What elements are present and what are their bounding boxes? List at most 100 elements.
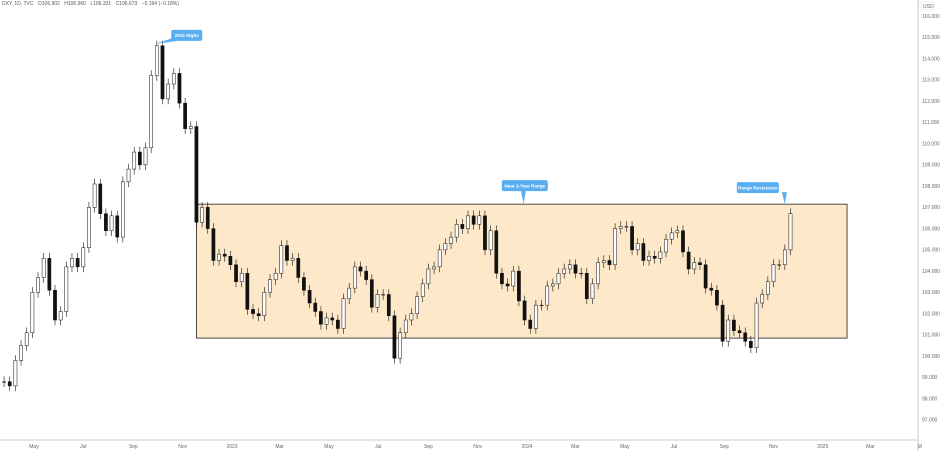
candle-body: [307, 290, 312, 304]
candle-body: [64, 266, 69, 312]
candle: [381, 289, 385, 300]
candle: [737, 325, 742, 339]
price-tick: 99.000: [922, 375, 938, 381]
candle-body: [590, 283, 595, 300]
candle: [268, 274, 272, 298]
candle-body: [319, 311, 323, 325]
candle-body: [607, 260, 612, 265]
symbol-label[interactable]: DXY, 1D, TVC: [2, 1, 34, 7]
candle-body: [437, 249, 442, 268]
candle-body: [749, 341, 753, 348]
high-value: H106.960: [64, 1, 86, 7]
candle: [183, 97, 187, 134]
candle-body: [703, 264, 708, 289]
close-value: C106.673: [115, 1, 138, 7]
candle: [539, 299, 544, 311]
candle: [205, 202, 210, 234]
candle: [398, 327, 402, 364]
annotation-callout[interactable]: 2022 Highs: [155, 29, 203, 44]
candle-body: [36, 277, 40, 293]
price-tick: 108.000: [922, 184, 940, 190]
candle: [545, 280, 550, 311]
candle-body: [290, 258, 295, 261]
candle-body: [313, 302, 318, 312]
candle: [692, 257, 697, 275]
candle: [200, 202, 204, 228]
change-value: −0.194 (−0.18%): [141, 1, 179, 7]
candle-body: [686, 251, 691, 270]
candle: [64, 261, 69, 317]
candle-body: [720, 304, 725, 342]
candle: [652, 250, 657, 264]
candle-body: [782, 249, 787, 265]
candle: [596, 257, 600, 290]
price-tick: 107.000: [922, 205, 940, 211]
candle-body: [53, 290, 57, 321]
candle: [324, 312, 329, 330]
candle: [618, 221, 623, 234]
candle: [41, 253, 46, 283]
candle-body: [183, 102, 187, 129]
time-tick: Sep: [129, 444, 138, 450]
time-tick: Nov: [178, 444, 187, 450]
candle-body: [58, 311, 63, 321]
candle-body: [341, 298, 346, 329]
candle: [364, 265, 369, 285]
price-tick: 115.000: [922, 35, 940, 41]
candle-body: [528, 319, 533, 329]
candle-body: [188, 126, 193, 129]
candle: [437, 244, 442, 273]
annotation-callout[interactable]: Near 2-Year Range: [501, 180, 548, 205]
candle-body: [98, 183, 103, 214]
candle-body: [477, 215, 482, 225]
candle: [449, 231, 453, 249]
annotation-callout[interactable]: Range Resistance: [736, 182, 787, 205]
candle: [87, 202, 91, 254]
candle-body: [369, 279, 374, 308]
candle: [375, 289, 380, 313]
candle-body: [285, 245, 289, 261]
candle-body: [392, 315, 397, 359]
candle-body: [47, 258, 52, 291]
candle-body: [601, 260, 606, 263]
candle-body: [522, 300, 527, 321]
time-tick: Sep: [424, 444, 433, 450]
candle: [234, 259, 238, 288]
candle-body: [381, 294, 385, 296]
price-tick: 105.000: [922, 248, 940, 254]
candle-body: [517, 270, 521, 302]
candle: [7, 376, 12, 392]
candle-body: [245, 272, 250, 310]
candle-body: [138, 151, 142, 166]
candle-body: [302, 277, 306, 291]
candle: [647, 250, 651, 266]
candle: [590, 278, 595, 305]
candle-body: [647, 255, 651, 261]
candle: [138, 146, 142, 171]
candle: [726, 314, 731, 347]
candle-body: [386, 294, 391, 317]
time-tick: Sep: [720, 444, 729, 450]
price-tick: 98.000: [922, 396, 938, 402]
price-tick: 116.000: [922, 14, 940, 20]
candle: [743, 327, 748, 347]
callout-box: [501, 180, 548, 192]
candle-body: [205, 207, 210, 229]
candle: [296, 253, 301, 283]
candle: [53, 284, 57, 326]
candle: [58, 306, 63, 326]
candle: [409, 308, 414, 326]
candle-body: [715, 290, 719, 306]
candle-body: [143, 147, 148, 166]
candle: [765, 276, 770, 300]
candle-body: [19, 345, 23, 361]
candle: [517, 265, 521, 307]
price-tick: 103.000: [922, 290, 940, 296]
time-tick: 2024: [521, 444, 532, 450]
candle: [471, 210, 476, 230]
candle: [698, 257, 702, 271]
range-box[interactable]: [196, 203, 848, 339]
candle: [256, 308, 261, 322]
candle: [24, 327, 29, 351]
